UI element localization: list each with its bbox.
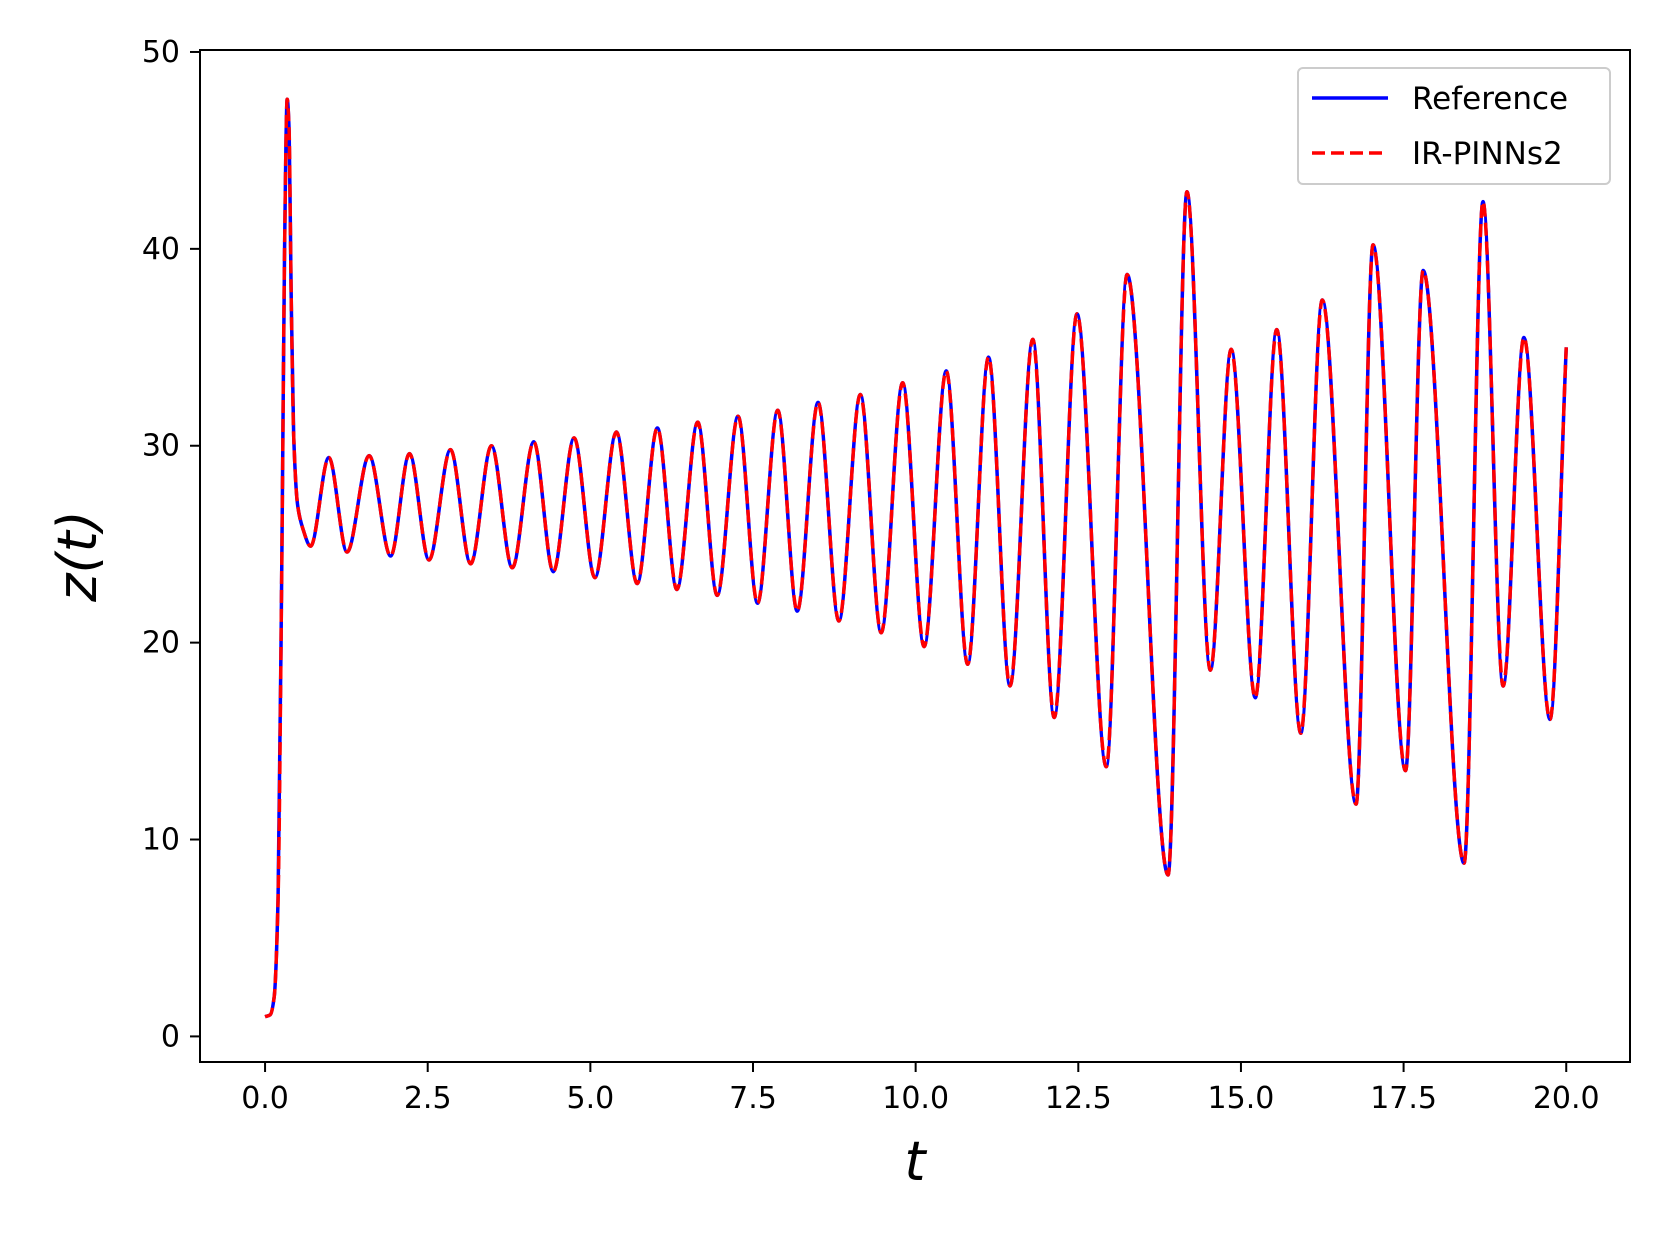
y-tick-label: 50 bbox=[142, 35, 180, 70]
y-tick-label: 0 bbox=[161, 1019, 180, 1054]
legend-label: Reference bbox=[1412, 81, 1568, 117]
x-tick-label: 2.5 bbox=[404, 1081, 452, 1116]
x-tick-label: 12.5 bbox=[1045, 1081, 1112, 1116]
y-tick-label: 20 bbox=[142, 626, 180, 661]
x-tick-label: 0.0 bbox=[241, 1081, 289, 1116]
x-axis-label: t bbox=[904, 1130, 927, 1193]
y-tick-label: 30 bbox=[142, 429, 180, 464]
y-tick-label: 40 bbox=[142, 232, 180, 267]
ticks-layer: 0.0 2.5 5.0 7.5 10.0 12.5 15.0 17.5 20.0 0 10 20 30 4… bbox=[142, 35, 1600, 1116]
legend-label: IR-PINNs2 bbox=[1412, 136, 1563, 172]
x-tick-label: 17.5 bbox=[1370, 1081, 1437, 1116]
y-tick-label: 10 bbox=[142, 823, 180, 858]
series-layer bbox=[264, 97, 1568, 1019]
x-tick-label: 10.0 bbox=[882, 1081, 949, 1116]
x-tick-label: 5.0 bbox=[566, 1081, 614, 1116]
y-axis-label: z(t) bbox=[46, 510, 109, 603]
series-line-ir-pinns2 bbox=[264, 97, 1568, 1019]
x-tick-label: 7.5 bbox=[729, 1081, 777, 1116]
legend: Reference IR-PINNs2 bbox=[1297, 67, 1611, 185]
x-tick-label: 20.0 bbox=[1533, 1081, 1600, 1116]
x-tick-label: 15.0 bbox=[1208, 1081, 1275, 1116]
